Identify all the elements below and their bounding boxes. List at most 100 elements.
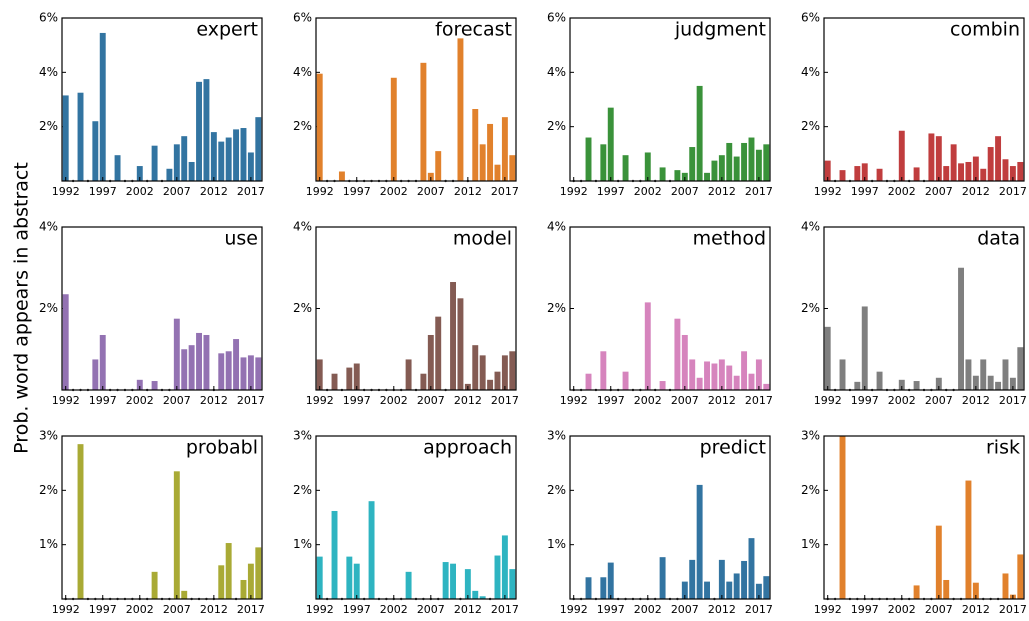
x-tick-label: 2002	[380, 185, 408, 198]
bar	[240, 579, 247, 599]
bar	[218, 565, 225, 599]
bar	[674, 318, 681, 390]
bar	[718, 359, 725, 390]
bar	[741, 142, 748, 181]
bar	[472, 590, 479, 599]
bar	[225, 137, 232, 181]
bar	[711, 363, 718, 390]
bar	[861, 163, 868, 181]
x-tick-label: 2012	[962, 603, 990, 616]
bar	[987, 375, 994, 390]
bar	[136, 166, 143, 181]
x-tick-label: 1992	[52, 185, 80, 198]
bar	[600, 577, 607, 599]
x-tick-label: 1997	[597, 603, 625, 616]
bar	[487, 123, 494, 181]
bar	[585, 137, 592, 181]
y-tick-label: 2%	[293, 301, 312, 315]
x-tick-label: 2017	[491, 394, 519, 407]
x-tick-label: 2012	[454, 185, 482, 198]
y-tick-label: 1%	[547, 537, 566, 551]
bar	[509, 155, 516, 181]
y-tick-label: 4%	[547, 65, 566, 79]
panel-title: probabl	[186, 437, 258, 459]
x-tick-label: 1992	[52, 394, 80, 407]
bar	[457, 38, 464, 181]
bar	[755, 583, 762, 599]
y-tick-label: 4%	[801, 220, 820, 234]
x-tick-label: 1992	[306, 394, 334, 407]
bar	[659, 381, 666, 390]
x-tick-label: 2007	[925, 185, 953, 198]
plot-frame	[61, 435, 263, 600]
x-tick-label: 2017	[999, 185, 1027, 198]
x-tick-label: 2007	[925, 394, 953, 407]
bar	[346, 556, 353, 599]
bar	[898, 379, 905, 390]
plot-frame	[569, 17, 771, 182]
bar	[487, 379, 494, 390]
bar	[839, 359, 846, 390]
bar	[600, 144, 607, 181]
bar	[763, 383, 770, 390]
x-tick-label: 2012	[200, 185, 228, 198]
y-tick-label: 3%	[39, 429, 58, 443]
y-tick-label: 3%	[801, 429, 820, 443]
bar	[718, 559, 725, 599]
bar	[92, 121, 99, 181]
x-tick-label: 2002	[380, 394, 408, 407]
bar	[696, 377, 703, 390]
bar	[210, 132, 217, 181]
bar	[854, 166, 861, 181]
x-tick-label: 1997	[851, 603, 879, 616]
bar	[733, 573, 740, 599]
bar	[659, 167, 666, 181]
bar	[704, 172, 710, 181]
x-tick-label: 1997	[89, 603, 117, 616]
bar	[316, 73, 323, 181]
y-tick-label: 2%	[39, 483, 58, 497]
bar	[151, 381, 158, 390]
x-tick-label: 1997	[343, 185, 371, 198]
bar	[748, 137, 755, 181]
bar	[316, 359, 323, 390]
y-tick-label: 2%	[547, 483, 566, 497]
x-tick-label: 2012	[962, 185, 990, 198]
x-tick-label: 2007	[671, 394, 699, 407]
bar	[255, 357, 262, 390]
bar	[995, 136, 1002, 181]
x-tick-label: 2017	[237, 185, 265, 198]
x-tick-label: 1997	[89, 394, 117, 407]
x-tick-label: 2012	[708, 603, 736, 616]
bar	[585, 373, 592, 390]
bar	[763, 144, 770, 181]
bar	[173, 144, 180, 181]
bar	[935, 377, 942, 390]
plot-frame	[61, 17, 263, 182]
x-tick-label: 2012	[200, 603, 228, 616]
bar	[501, 535, 508, 599]
y-tick-label: 4%	[293, 65, 312, 79]
y-tick-label: 2%	[39, 301, 58, 315]
x-tick-label: 1997	[597, 394, 625, 407]
bar	[748, 373, 755, 390]
bar	[240, 357, 247, 390]
bar	[585, 577, 592, 599]
x-tick-label: 2002	[634, 185, 662, 198]
bar	[225, 543, 232, 599]
y-tick-label: 2%	[801, 301, 820, 315]
bar	[203, 334, 210, 390]
bar	[225, 351, 232, 390]
y-tick-label: 2%	[801, 483, 820, 497]
bar	[390, 77, 397, 181]
bar	[338, 171, 345, 181]
bar	[92, 359, 99, 390]
y-tick-label: 2%	[801, 119, 820, 133]
bar	[509, 569, 516, 599]
bar	[681, 172, 688, 181]
bar	[1002, 159, 1009, 181]
bar	[876, 371, 883, 390]
x-tick-label: 2017	[745, 603, 773, 616]
bar	[218, 353, 225, 390]
panel-title: predict	[700, 437, 766, 459]
